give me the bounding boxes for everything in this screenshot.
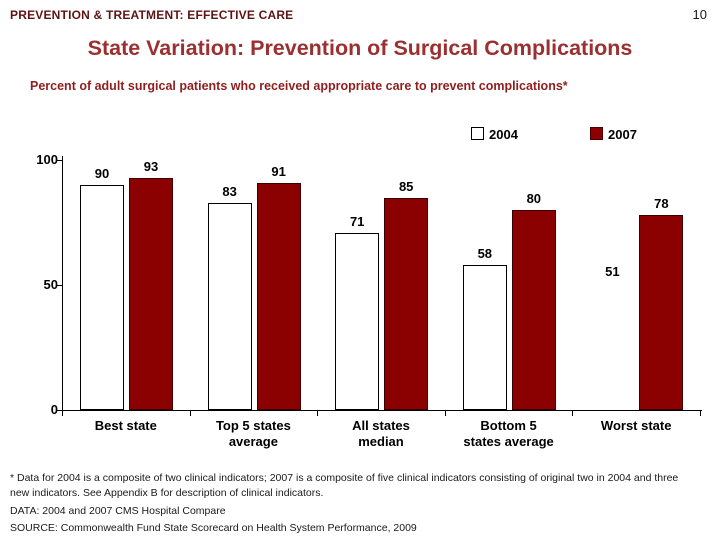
bar-2007-4 (639, 215, 684, 410)
category-label-3: Bottom 5 states average (463, 418, 554, 449)
category-label-2: All states median (352, 418, 410, 449)
legend-swatch-2004-icon (471, 127, 484, 140)
bar-2004-0 (80, 185, 124, 410)
y-tick (56, 410, 62, 411)
bar-2007-0 (129, 177, 173, 410)
bar-2004-2 (335, 232, 380, 410)
y-tick-label: 0 (50, 402, 58, 417)
slide-title: State Variation: Prevention of Surgical … (87, 36, 633, 60)
x-tick (700, 410, 701, 416)
value-label-2004-3: 58 (477, 246, 493, 261)
y-tick-label: 50 (43, 277, 58, 292)
value-label-2007-0: 93 (143, 158, 159, 174)
category-label-0: Best state (94, 418, 157, 433)
bar-2007-3 (511, 210, 556, 410)
value-label-2007-1: 91 (271, 163, 286, 179)
legend-item-2004: 2004 (471, 126, 518, 142)
footnote-source: SOURCE: Commonwealth Fund State Scorecar… (10, 522, 417, 534)
value-label-2007-4: 78 (654, 196, 669, 211)
page-number: 10 (692, 7, 707, 22)
y-tick-label: 100 (36, 152, 58, 167)
value-label-2004-4: 51 (605, 263, 620, 279)
category-label-1: Top 5 states average (215, 418, 291, 449)
bar-2004-3 (462, 265, 507, 410)
x-tick (444, 410, 446, 416)
y-axis (62, 156, 63, 411)
value-label-2007-3: 80 (526, 191, 542, 206)
value-label-2004-2: 71 (349, 213, 365, 229)
y-tick (56, 285, 62, 286)
legend-item-2007: 2007 (590, 126, 637, 142)
x-tick (572, 410, 574, 416)
bar-2007-1 (256, 182, 301, 410)
x-tick (62, 410, 63, 416)
section-header: PREVENTION & TREATMENT: EFFECTIVE CARE (10, 8, 294, 22)
value-label-2004-0: 90 (94, 166, 110, 181)
x-axis (62, 410, 702, 411)
category-label-4: Worst state (600, 418, 672, 433)
legend-label-2004: 2004 (489, 127, 518, 142)
value-label-2007-2: 85 (398, 178, 414, 194)
footnote-asterisk: * Data for 2004 is a composite of two cl… (10, 472, 679, 499)
slide-subtitle: Percent of adult surgical patients who r… (30, 79, 568, 93)
value-label-2004-1: 83 (222, 183, 237, 199)
bar-2004-1 (207, 202, 252, 410)
legend-label-2007: 2007 (608, 127, 637, 142)
bar-2007-2 (384, 197, 429, 410)
x-tick (189, 410, 191, 416)
x-tick (317, 410, 319, 416)
footnote-data: DATA: 2004 and 2007 CMS Hospital Compare (10, 505, 226, 517)
legend-swatch-2007-icon (590, 127, 603, 140)
y-tick (56, 160, 62, 161)
